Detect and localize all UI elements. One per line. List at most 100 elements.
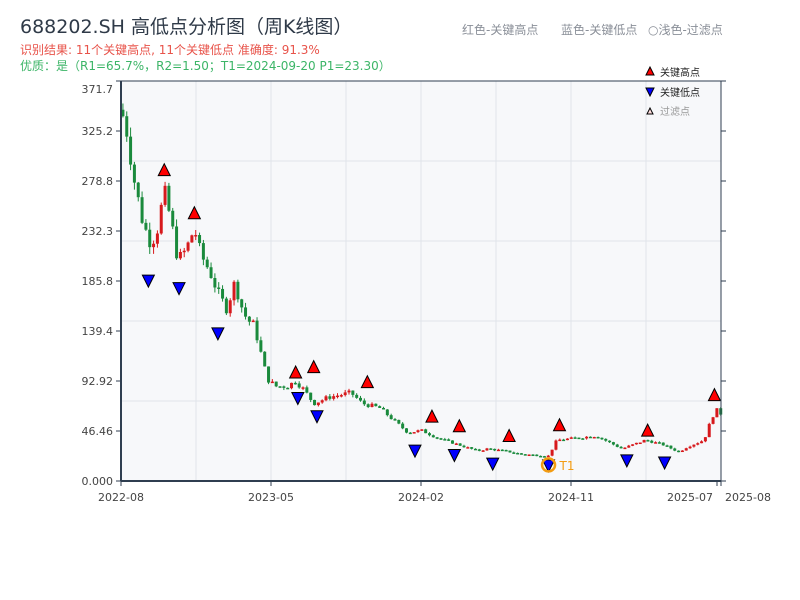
candle-down [531, 454, 535, 457]
candle-down [125, 116, 129, 137]
candle-up [585, 436, 589, 439]
candle-down [650, 440, 654, 443]
key-low-marker [447, 448, 462, 463]
candle-up [347, 390, 351, 393]
t1-label: T1 [559, 459, 575, 473]
candle-down [309, 392, 313, 400]
candle-up [565, 438, 569, 441]
candle-down [278, 386, 282, 388]
candle-down [374, 403, 378, 407]
candle-up [159, 204, 163, 234]
candle-down [121, 109, 125, 117]
candle-down [274, 381, 278, 387]
candle-up [711, 417, 715, 424]
candle-down [646, 440, 650, 442]
x-tick-label: 2022-08 [98, 491, 144, 504]
candle-up [550, 449, 554, 456]
legend-filtered-icon [646, 106, 654, 115]
candle-up [546, 455, 550, 458]
key-high-marker [452, 418, 467, 433]
key-high-marker [157, 162, 172, 177]
candle-down [148, 229, 152, 248]
candle-down [477, 449, 481, 451]
candle-down [328, 396, 332, 399]
key-low-marker [141, 274, 156, 289]
candle-up [194, 235, 198, 237]
candle-up [416, 430, 420, 433]
candle-down [673, 448, 677, 451]
candle-down [389, 415, 393, 420]
candle-down [408, 432, 412, 435]
candle-down [619, 446, 623, 449]
candle-up [301, 387, 305, 389]
candle-down [431, 435, 435, 438]
candle-down [213, 277, 217, 288]
candle-down [665, 445, 669, 447]
key-low-marker [172, 282, 186, 296]
candle-up [163, 185, 167, 205]
candle-down [393, 419, 397, 421]
candle-down [450, 440, 454, 444]
candle-down [562, 439, 566, 442]
candle-down [144, 222, 148, 230]
candle-down [355, 394, 359, 398]
candle-up [336, 395, 340, 398]
candle-up [420, 429, 424, 431]
candle-down [209, 267, 213, 278]
key-high-marker [360, 374, 375, 389]
candle-up [554, 440, 558, 450]
candle-down [435, 437, 439, 439]
y-tick-label: 185.8 [82, 275, 114, 288]
candle-down [661, 442, 665, 446]
y-tick-label: 278.8 [82, 175, 114, 188]
y-tick-label: 92.92 [82, 375, 114, 388]
candle-down [397, 419, 401, 424]
candle-down [535, 454, 539, 457]
candle-down [171, 210, 175, 227]
x-tick-label: 2025-07 [667, 491, 713, 504]
candle-down [542, 456, 546, 458]
candle-down [493, 448, 497, 451]
candle-up [182, 250, 186, 253]
candle-down [504, 449, 508, 452]
candle-down [470, 447, 474, 449]
candle-up [412, 432, 416, 434]
candle-up [680, 450, 684, 453]
candle-up [627, 445, 631, 448]
candle-down [198, 235, 202, 244]
candle-up [178, 252, 182, 259]
candle-up [454, 443, 458, 445]
candle-down [604, 438, 608, 441]
candle-down [247, 316, 251, 322]
candle-down [401, 423, 405, 429]
candle-down [581, 438, 585, 440]
candle-down [462, 445, 466, 448]
candle-down [404, 428, 408, 433]
candle-down [447, 439, 451, 441]
candle-down [313, 399, 317, 406]
candle-down [259, 340, 263, 352]
candle-up [228, 300, 232, 314]
y-tick-label: 0.000 [82, 475, 114, 488]
key-low-marker [310, 410, 324, 424]
candle-down [351, 390, 355, 395]
candle-up [324, 396, 328, 401]
quality-summary: 优质：是（R1=65.7%，R2=1.50；T1=2024-09-20 P1=2… [20, 59, 391, 73]
candle-down [657, 442, 661, 444]
candle-up [696, 443, 700, 445]
candle-up [700, 441, 704, 444]
key-high-marker [640, 422, 655, 437]
candle-up [642, 440, 646, 443]
y-tick-label: 371.7 [82, 83, 114, 96]
candle-down [669, 445, 673, 449]
candle-down [523, 454, 527, 456]
candle-up [558, 439, 562, 442]
candle-up [316, 402, 320, 406]
candle-down [615, 444, 619, 447]
candle-up [190, 235, 194, 243]
y-tick-label: 232.3 [82, 225, 114, 238]
candle-up [232, 281, 236, 301]
candle-down [217, 287, 221, 289]
candle-down [677, 450, 681, 453]
